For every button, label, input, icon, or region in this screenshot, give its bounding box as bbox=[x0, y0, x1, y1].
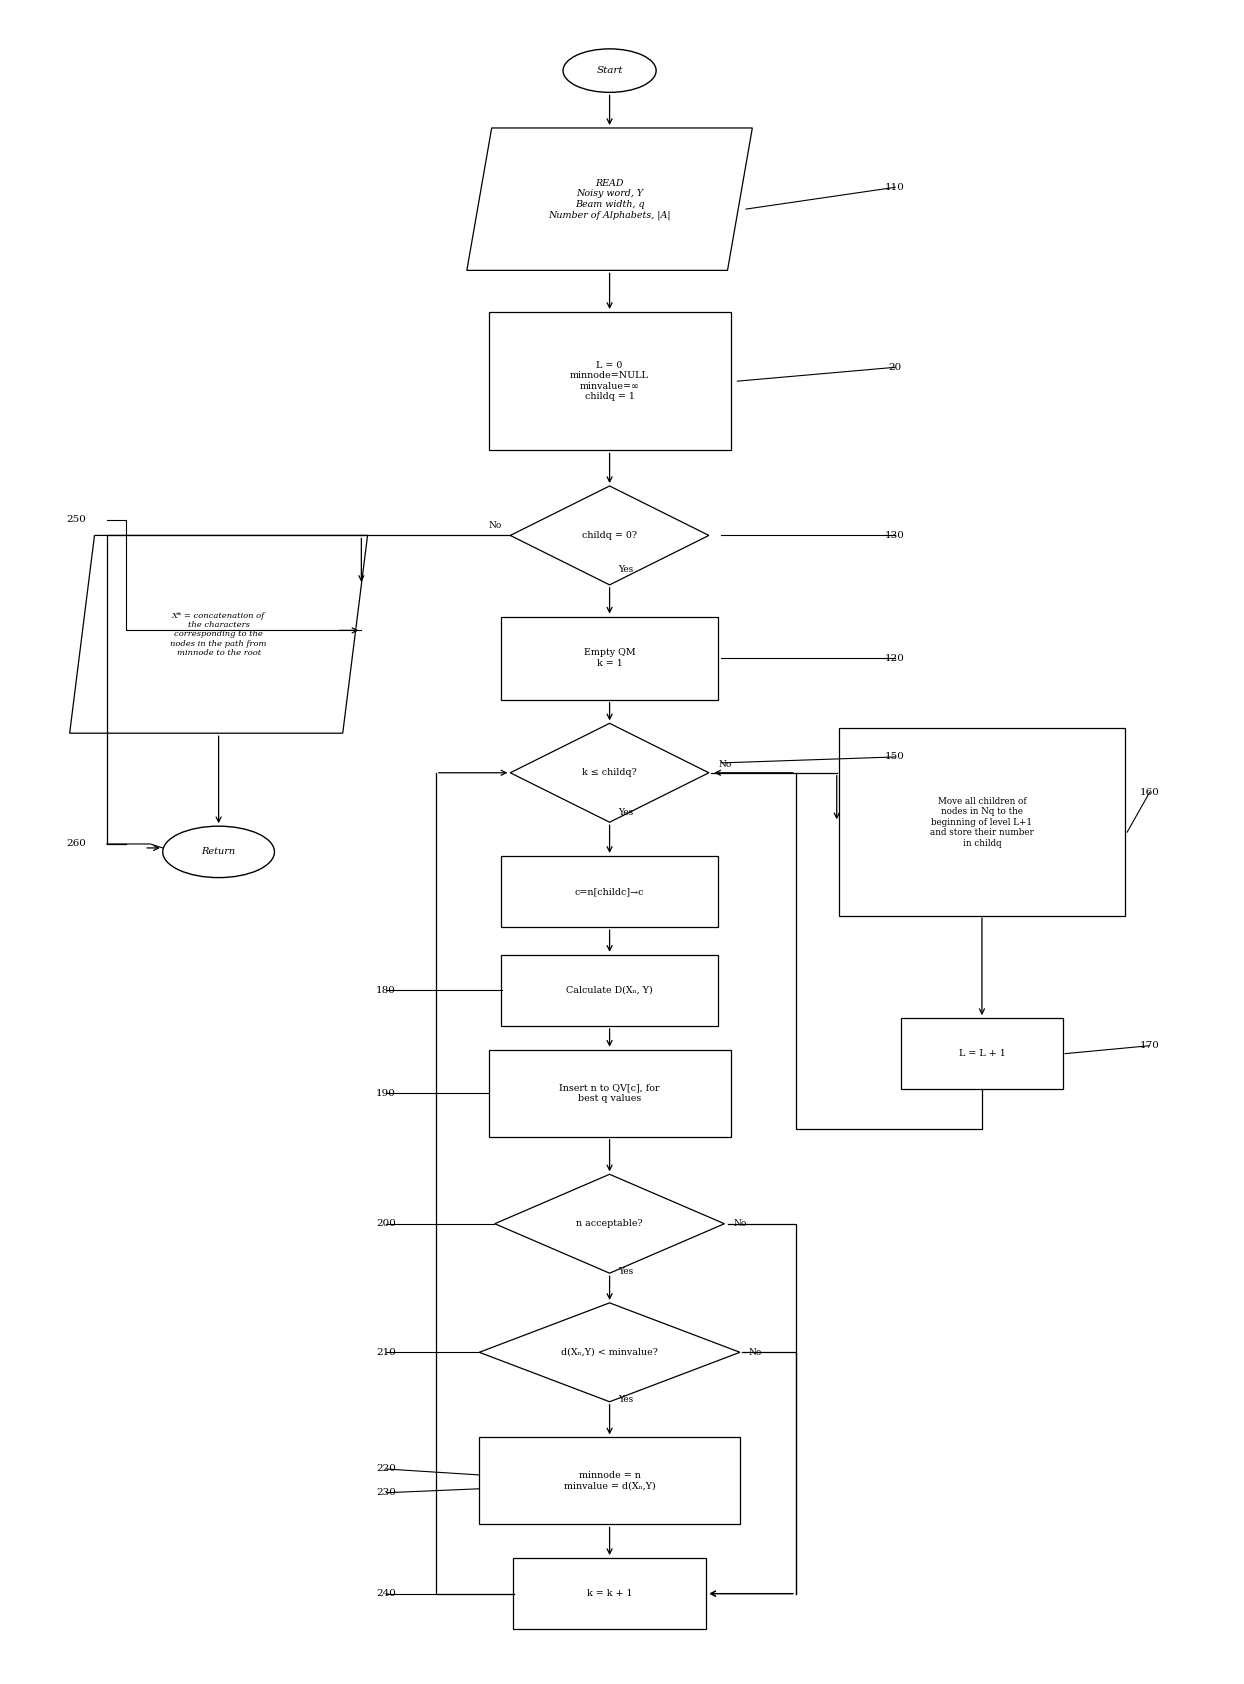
Polygon shape bbox=[70, 536, 367, 733]
Polygon shape bbox=[495, 1174, 724, 1273]
Text: k ≤ childq?: k ≤ childq? bbox=[582, 768, 637, 778]
Text: Start: Start bbox=[596, 66, 623, 76]
Text: 250: 250 bbox=[66, 515, 86, 524]
Text: n acceptable?: n acceptable? bbox=[576, 1219, 643, 1228]
Polygon shape bbox=[466, 128, 753, 271]
Text: Return: Return bbox=[202, 847, 235, 857]
Text: 260: 260 bbox=[66, 840, 86, 849]
FancyBboxPatch shape bbox=[501, 955, 718, 1026]
FancyBboxPatch shape bbox=[489, 1049, 730, 1137]
Text: 220: 220 bbox=[376, 1465, 396, 1474]
FancyBboxPatch shape bbox=[489, 312, 730, 450]
Polygon shape bbox=[510, 487, 709, 584]
Text: L = 0
minnode=NULL
minvalue=∞
childq = 1: L = 0 minnode=NULL minvalue=∞ childq = 1 bbox=[570, 360, 649, 401]
Text: 190: 190 bbox=[376, 1088, 396, 1098]
Text: 110: 110 bbox=[886, 184, 904, 192]
Text: Yes: Yes bbox=[618, 1266, 633, 1276]
Text: 150: 150 bbox=[886, 753, 904, 761]
Text: No: No bbox=[488, 520, 501, 530]
Text: 210: 210 bbox=[376, 1347, 396, 1357]
FancyBboxPatch shape bbox=[479, 1438, 740, 1524]
Text: Yes: Yes bbox=[618, 808, 633, 817]
Text: No: No bbox=[719, 761, 733, 770]
FancyBboxPatch shape bbox=[501, 855, 718, 928]
Text: 130: 130 bbox=[886, 530, 904, 541]
Text: Yes: Yes bbox=[618, 1396, 633, 1404]
Text: 230: 230 bbox=[376, 1489, 396, 1497]
FancyBboxPatch shape bbox=[514, 1558, 705, 1628]
FancyBboxPatch shape bbox=[501, 616, 718, 699]
Text: minnode = n
minvalue = d(Xₙ,Y): minnode = n minvalue = d(Xₙ,Y) bbox=[564, 1472, 656, 1490]
Text: 240: 240 bbox=[376, 1590, 396, 1598]
Text: Insert n to QV[c], for
best q values: Insert n to QV[c], for best q values bbox=[560, 1083, 659, 1103]
Text: k = k + 1: k = k + 1 bbox=[587, 1590, 632, 1598]
Ellipse shape bbox=[163, 827, 275, 877]
Polygon shape bbox=[479, 1303, 740, 1401]
FancyBboxPatch shape bbox=[840, 727, 1125, 916]
Polygon shape bbox=[510, 724, 709, 822]
Text: c=n[childc]→c: c=n[childc]→c bbox=[575, 887, 644, 896]
FancyBboxPatch shape bbox=[901, 1019, 1062, 1090]
Text: 180: 180 bbox=[376, 985, 396, 995]
Text: Yes: Yes bbox=[618, 564, 633, 574]
Text: L = L + 1: L = L + 1 bbox=[959, 1049, 1005, 1058]
Text: Calculate D(Xₙ, Y): Calculate D(Xₙ, Y) bbox=[566, 985, 653, 995]
Text: No: No bbox=[749, 1347, 763, 1357]
Text: d(Xₙ,Y) < minvalue?: d(Xₙ,Y) < minvalue? bbox=[561, 1347, 658, 1357]
Text: 160: 160 bbox=[1140, 788, 1159, 797]
Text: childq = 0?: childq = 0? bbox=[582, 530, 637, 541]
Text: 170: 170 bbox=[1140, 1041, 1159, 1051]
Text: X* = concatenation of
the characters
corresponding to the
nodes in the path from: X* = concatenation of the characters cor… bbox=[170, 611, 267, 657]
Text: No: No bbox=[734, 1219, 748, 1228]
Ellipse shape bbox=[564, 49, 656, 93]
Text: 20: 20 bbox=[888, 362, 902, 372]
Text: Move all children of
nodes in Nq to the
beginning of level L+1
and store their n: Move all children of nodes in Nq to the … bbox=[931, 797, 1034, 847]
Text: 200: 200 bbox=[376, 1219, 396, 1228]
Text: READ
Noisy word, Y
Beam width, q
Number of Alphabets, |A|: READ Noisy word, Y Beam width, q Number … bbox=[549, 179, 671, 219]
Text: Empty QM
k = 1: Empty QM k = 1 bbox=[583, 648, 636, 669]
Text: 120: 120 bbox=[886, 653, 904, 662]
